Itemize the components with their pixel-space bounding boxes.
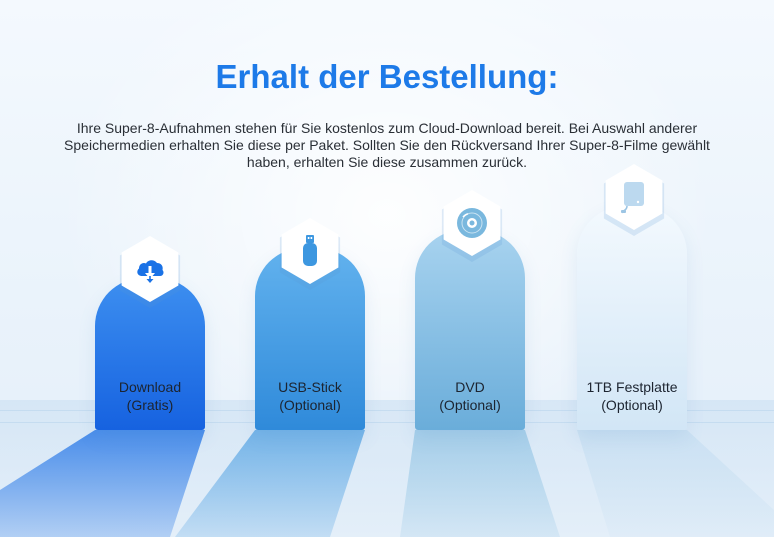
option-label-dvd: DVD (Optional) bbox=[405, 378, 535, 414]
option-note: (Optional) bbox=[279, 397, 341, 413]
hdd-reflection bbox=[577, 430, 774, 537]
floor-line bbox=[0, 422, 774, 423]
floor-line bbox=[0, 410, 774, 411]
dvd-reflection bbox=[400, 430, 560, 537]
option-name: 1TB Festplatte bbox=[586, 379, 678, 395]
usb-stick-icon bbox=[303, 235, 317, 266]
option-label-download: Download (Gratis) bbox=[85, 378, 215, 414]
option-label-hdd: 1TB Festplatte (Optional) bbox=[567, 378, 697, 414]
badge-download bbox=[121, 236, 179, 302]
option-note: (Optional) bbox=[439, 397, 501, 413]
pillar-hdd bbox=[577, 206, 687, 430]
download-reflection bbox=[0, 430, 205, 537]
floor-reflections bbox=[0, 430, 774, 537]
pillar-dvd bbox=[415, 230, 525, 430]
hard-drive-icon bbox=[621, 182, 644, 214]
pillar-download bbox=[95, 278, 205, 430]
option-name: DVD bbox=[455, 379, 485, 395]
option-name: Download bbox=[118, 379, 182, 395]
option-note: (Gratis) bbox=[126, 397, 174, 413]
option-name: USB-Stick bbox=[278, 379, 342, 395]
usb-reflection bbox=[175, 430, 365, 537]
description-text: Ihre Super-8-Aufnahmen stehen für Sie ko… bbox=[64, 120, 710, 170]
page-title: Erhalt der Bestellung: bbox=[215, 58, 559, 95]
option-note: (Optional) bbox=[601, 397, 663, 413]
dvd-icon bbox=[457, 208, 487, 238]
badge-hdd bbox=[605, 164, 663, 230]
cloud-download-icon bbox=[137, 260, 164, 283]
option-label-usb: USB-Stick (Optional) bbox=[245, 378, 375, 414]
